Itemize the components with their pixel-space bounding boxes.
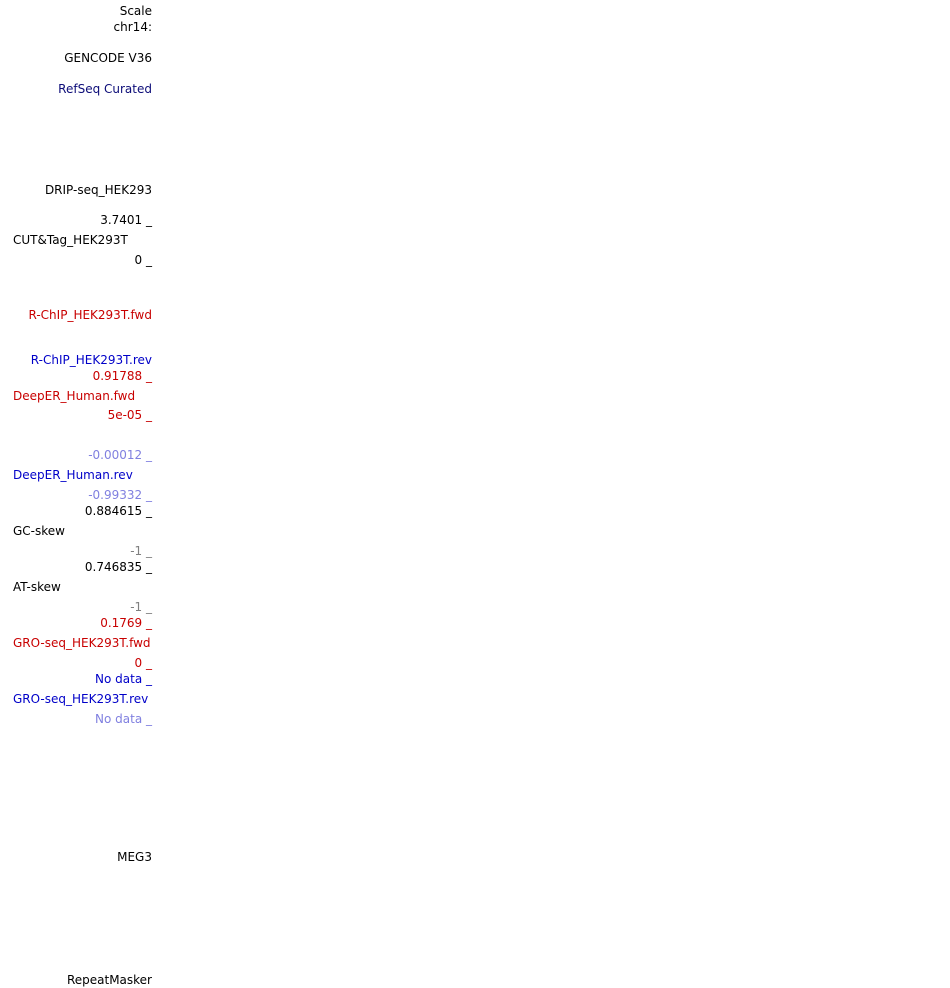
gene-label-meg3[interactable]: MEG3	[117, 850, 152, 864]
gro-rev-max-value: No data _	[95, 672, 152, 686]
gc-skew-max-value: 0.884615 _	[84, 504, 152, 518]
track-label-gro-fwd[interactable]: GRO-seq_HEK293T.fwd	[13, 636, 151, 650]
track-label-cuttag[interactable]: CUT&Tag_HEK293T	[13, 233, 128, 247]
deeper-rev-max-value: -0.00012 _	[88, 448, 152, 462]
track-label-rchip-rev[interactable]: R-ChIP_HEK293T.rev	[30, 353, 152, 367]
chromosome-label: chr14:	[113, 20, 152, 34]
track-label-gencode[interactable]: GENCODE V36	[64, 51, 152, 65]
deeper-fwd-min-value: 5e-05 _	[107, 408, 152, 422]
gro-rev-min-value: No data _	[95, 712, 152, 726]
track-label-repeatmasker[interactable]: RepeatMasker	[66, 973, 152, 987]
at-skew-min-value: -1 _	[130, 600, 152, 614]
at-skew-max-value: 0.746835 _	[84, 560, 152, 574]
track-label-deeper-fwd[interactable]: DeepER_Human.fwd	[13, 389, 136, 403]
deeper-fwd-max-value: 0.91788 _	[92, 369, 152, 383]
track-label-drip-seq[interactable]: DRIP-seq_HEK293	[44, 183, 152, 197]
deeper-rev-min-value: -0.99332 _	[88, 488, 152, 502]
track-label-refseq[interactable]: RefSeq Curated	[58, 82, 152, 96]
track-label-at-skew[interactable]: AT-skew	[13, 580, 61, 594]
gro-fwd-max-value: 0.1769 _	[100, 616, 152, 630]
cuttag-min-value: 0 _	[134, 253, 152, 267]
track-image-area[interactable]	[160, 0, 950, 988]
cuttag-max-value: 3.7401 _	[100, 213, 152, 227]
track-label-rchip-fwd[interactable]: R-ChIP_HEK293T.fwd	[28, 308, 153, 322]
gc-skew-min-value: -1 _	[130, 544, 152, 558]
scale-label: Scale	[119, 4, 152, 18]
track-label-gro-rev[interactable]: GRO-seq_HEK293T.rev	[13, 692, 149, 706]
gro-fwd-min-value: 0 _	[134, 656, 152, 670]
track-label-gc-skew[interactable]: GC-skew	[13, 524, 65, 538]
track-label-deeper-rev[interactable]: DeepER_Human.rev	[13, 468, 133, 482]
